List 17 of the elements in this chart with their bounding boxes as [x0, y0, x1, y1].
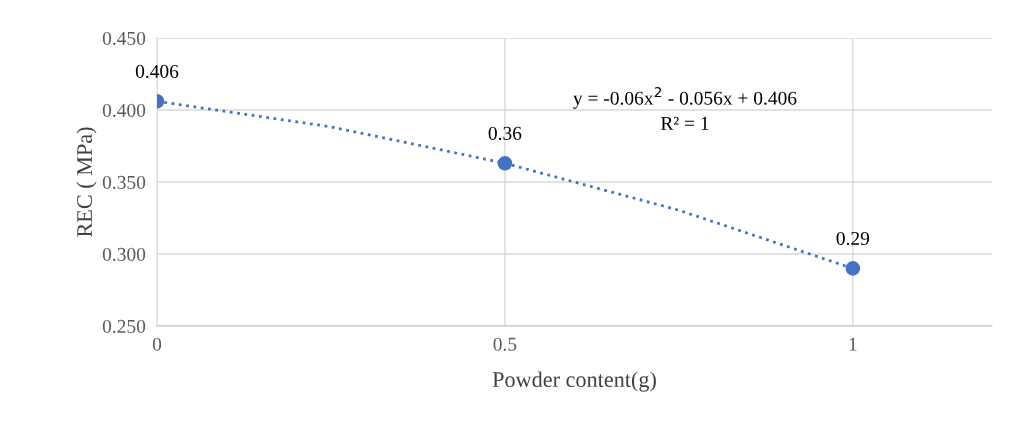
y-tick-label: 0.400 — [102, 103, 146, 118]
data-label: 0.36 — [488, 126, 522, 140]
data-label: 0.406 — [135, 64, 179, 79]
x-axis-title: Powder content(g) — [492, 371, 656, 392]
annotation: y = -0.06x$^{2}$ - 0.056x + 0.406 — [573, 87, 797, 109]
y-tick-label: 0.350 — [102, 175, 146, 190]
y-tick-label: 0.300 — [102, 247, 146, 262]
data-label: 0.29 — [836, 231, 870, 246]
annotation: R² = 1 — [660, 116, 709, 130]
x-tick-label: 0 — [152, 337, 162, 351]
x-tick-label: 0.5 — [493, 337, 517, 351]
y-axis-title: REC ( MPa) — [76, 127, 97, 237]
y-tick-label: 0.450 — [102, 31, 146, 46]
point — [845, 261, 861, 276]
x-tick-label: 1 — [849, 337, 857, 351]
y-tick-label: 0.250 — [102, 319, 146, 334]
point — [497, 155, 513, 171]
